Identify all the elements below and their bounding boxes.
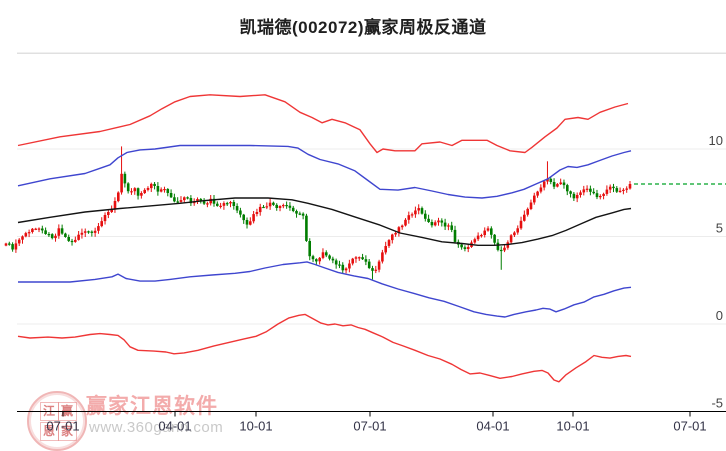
x-tick-label: 07-01 <box>673 419 706 434</box>
chart-title: 凯瑞德(002072)赢家周极反通道 <box>239 18 487 37</box>
red-lower-line <box>17 313 632 383</box>
watermark-brand-text: 赢家江恩软件 <box>86 395 218 418</box>
x-tick-label: 07-01 <box>353 419 386 434</box>
blue-upper-line <box>17 144 632 199</box>
watermark-seal-characters: 江 赢 恩 家 <box>39 401 77 441</box>
seal-char: 家 <box>57 421 77 441</box>
black-mid-line <box>17 197 632 247</box>
channel-lines <box>17 94 632 383</box>
x-tick-label: 04-01 <box>476 419 509 434</box>
y-tick-label: -5 <box>711 396 723 411</box>
x-tick-label: 10-01 <box>239 419 272 434</box>
y-tick-label: 10 <box>709 133 723 148</box>
watermark-url-text: www.360gann.com <box>89 419 224 436</box>
blue-lower-line <box>18 261 632 318</box>
candlesticks <box>4 146 632 280</box>
axes: 07-01 04-01 10-01 07-01 04-01 10-01 07-01 10 5 0 -… <box>17 133 726 434</box>
x-tick-label: 10-01 <box>556 419 589 434</box>
y-tick-label: 5 <box>716 221 723 236</box>
x-tick-label: 04-01 <box>158 419 191 434</box>
red-upper-line <box>17 94 629 154</box>
x-tick-label: 07-01 <box>46 419 79 434</box>
y-tick-label: 0 <box>716 308 723 323</box>
gridlines <box>17 52 726 325</box>
